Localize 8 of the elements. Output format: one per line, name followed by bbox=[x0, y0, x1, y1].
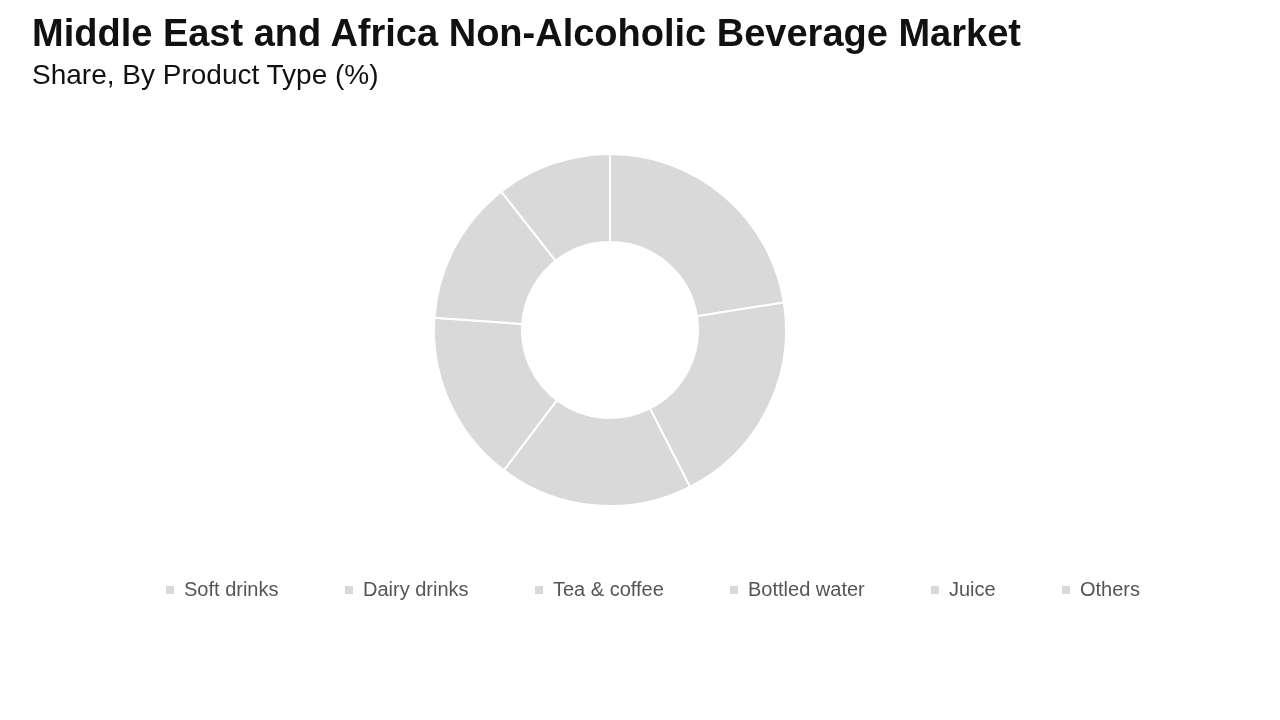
chart-subtitle: Share, By Product Type (%) bbox=[32, 59, 379, 90]
legend-label: Bottled water bbox=[748, 578, 866, 600]
legend-label: Juice bbox=[949, 578, 996, 600]
legend-label: Dairy drinks bbox=[363, 578, 469, 600]
legend-label: Tea & coffee bbox=[553, 578, 664, 600]
legend-label: Others bbox=[1080, 578, 1141, 600]
legend-label: Soft drinks bbox=[184, 578, 279, 600]
chart-title: Middle East and Africa Non-Alcoholic Beverage Market bbox=[32, 12, 1022, 54]
